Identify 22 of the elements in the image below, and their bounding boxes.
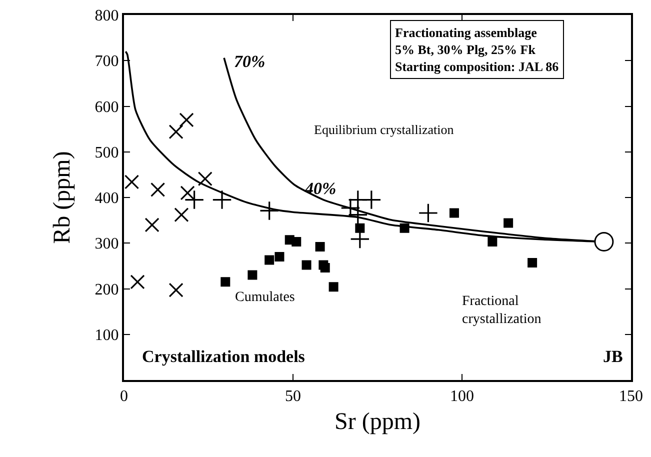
- x-tick-label: 0: [120, 388, 128, 406]
- y-tick-label: 600: [94, 98, 119, 116]
- annotation: Fractional crystallization: [462, 294, 542, 328]
- y-tick-label: 400: [94, 190, 119, 208]
- y-axis-title: Rb (ppm): [49, 151, 76, 244]
- annotation: Cumulates: [235, 290, 295, 305]
- x-tick-label: 100: [450, 388, 474, 406]
- y-tick-label: 800: [94, 8, 119, 25]
- annotation: Crystallization models: [142, 347, 306, 366]
- annotation: Equilibrium crystallization: [314, 122, 454, 137]
- y-tick-label: 700: [94, 53, 119, 70]
- y-tick-label: 200: [94, 281, 119, 298]
- x-axis-title: Sr (ppm): [334, 409, 420, 435]
- annotation: Fractionating assemblage 5% Bt, 30% Plg, 25% Fk Starting composition: JAL 86: [395, 25, 560, 74]
- y-tick-label: 100: [94, 326, 119, 344]
- annotation: 40%: [304, 179, 336, 198]
- x-tick-label: 150: [619, 388, 643, 406]
- x-tick-label: 50: [285, 388, 301, 406]
- y-tick-label: 500: [94, 144, 119, 162]
- y-tick-label: 300: [94, 236, 119, 253]
- annotation: JB: [603, 347, 623, 366]
- annotation: 70%: [234, 52, 266, 71]
